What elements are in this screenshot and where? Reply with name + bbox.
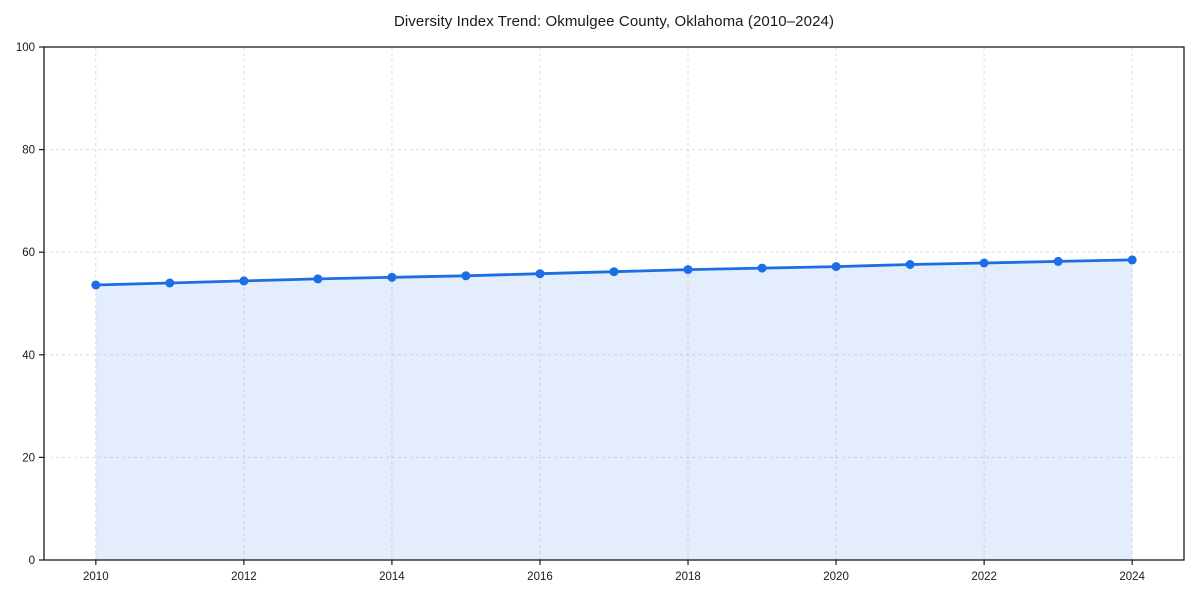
data-point-2019 [757,263,767,273]
x-tick-label-2014: 2014 [379,571,405,583]
y-tick-label-80: 80 [22,145,35,157]
data-point-2017 [609,267,619,277]
plot-border [43,46,1185,561]
x-tick-label-2012: 2012 [231,571,257,583]
data-point-2023 [1053,256,1063,266]
x-tick-label-2018: 2018 [675,571,701,583]
y-tick-label-40: 40 [22,350,35,362]
data-point-2016 [535,269,545,279]
x-tick-label-2020: 2020 [823,571,849,583]
x-tick-label-2022: 2022 [971,571,997,583]
data-point-2013 [313,274,323,284]
series-area-fill [95,259,1133,560]
data-point-2020 [831,262,841,272]
x-tick-label-2010: 2010 [83,571,109,583]
data-point-2018 [683,265,693,275]
data-point-2021 [905,260,915,269]
data-point-2012 [239,276,249,286]
y-tick-label-20: 20 [22,452,35,464]
chart-title: Diversity Index Trend: Okmulgee County, … [393,13,835,30]
data-point-2015 [461,271,471,281]
data-point-2024 [1127,255,1137,265]
data-point-2022 [979,258,989,268]
data-point-2011 [165,278,175,288]
data-point-2014 [387,272,397,282]
x-tick-label-2016: 2016 [527,571,553,583]
y-tick-label-60: 60 [22,247,35,259]
y-tick-label-100: 100 [16,42,35,54]
data-point-2010 [91,280,101,290]
x-tick-label-2024: 2024 [1119,571,1145,583]
y-tick-label-0: 0 [29,555,35,567]
